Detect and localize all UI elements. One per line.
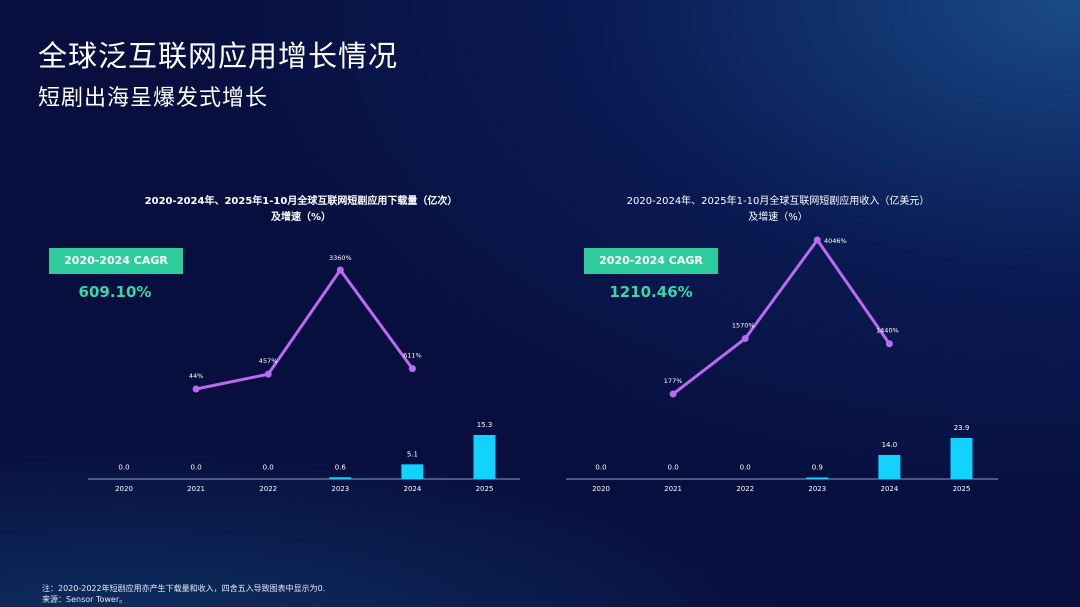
revenue-tick-2024: 2024 <box>880 485 898 493</box>
downloads-growth-point-2024 <box>408 365 416 373</box>
revenue-chart-title-line1: 2020-2024年、2025年1-10月全球互联网短剧应用收入（亿美元） <box>626 196 930 207</box>
revenue-bar-label-2025: 23.9 <box>954 424 970 432</box>
downloads-growth-label-2021: 44% <box>189 372 203 380</box>
downloads-growth-point-2023 <box>336 266 344 274</box>
downloads-tick-2025: 2025 <box>476 485 494 493</box>
downloads-cagr-value: 609.10% <box>78 283 152 301</box>
downloads-growth-point-2021 <box>192 385 200 393</box>
page-title: 全球泛互联网应用增长情况 <box>38 39 399 73</box>
downloads-growth-label-2022: 457% <box>259 357 278 365</box>
revenue-growth-point-2024 <box>885 340 893 348</box>
revenue-bar-2025 <box>950 438 973 479</box>
page-subtitle: 短剧出海呈爆发式增长 <box>38 86 269 111</box>
downloads-cagr-badge: 2020-2024 CAGR <box>49 248 183 274</box>
revenue-growth-point-2021 <box>669 390 677 398</box>
revenue-growth-label-2024: 1440% <box>876 327 899 335</box>
downloads-bar-label-2025: 15.3 <box>477 421 493 429</box>
revenue-bar-label-2023: 0.9 <box>812 463 823 471</box>
downloads-growth-label-2023: 3360% <box>329 254 352 262</box>
downloads-growth-line <box>195 268 414 391</box>
revenue-growth-point-2023 <box>813 236 821 244</box>
downloads-chart-title-line1: 2020-2024年、2025年1-10月全球互联网短剧应用下载量（亿次） <box>144 196 458 207</box>
revenue-chart-title: 2020-2024年、2025年1-10月全球互联网短剧应用收入（亿美元） 及增… <box>598 194 958 226</box>
revenue-cagr-badge: 2020-2024 CAGR <box>584 248 718 274</box>
downloads-bar-label-2020: 0.0 <box>118 464 129 472</box>
revenue-growth-label-2023: 4046% <box>824 237 847 245</box>
revenue-growth-point-2022 <box>741 335 749 343</box>
downloads-chart-title: 2020-2024年、2025年1-10月全球互联网短剧应用下载量（亿次） 及增… <box>121 194 481 226</box>
revenue-tick-2021: 2021 <box>664 485 682 493</box>
downloads-bar-2025 <box>473 435 496 479</box>
downloads-chart-title-line2: 及增速（%） <box>270 212 332 223</box>
downloads-bar-2023 <box>329 477 352 479</box>
revenue-bar-label-2021: 0.0 <box>668 464 679 472</box>
revenue-growth-label-2022: 1570% <box>732 322 755 330</box>
downloads-bar-label-2023: 0.6 <box>335 463 347 471</box>
downloads-growth-point-2022 <box>264 370 272 378</box>
downloads-bar-label-2021: 0.0 <box>191 464 202 472</box>
downloads-tick-2023: 2023 <box>331 485 349 493</box>
revenue-bar-label-2024: 14.0 <box>882 441 898 449</box>
downloads-tick-2020: 2020 <box>115 485 133 493</box>
revenue-tick-2020: 2020 <box>592 485 610 493</box>
downloads-tick-2022: 2022 <box>259 485 277 493</box>
revenue-bar-2023 <box>806 477 829 479</box>
downloads-tick-2024: 2024 <box>403 485 421 493</box>
downloads-bar-2024 <box>401 464 424 479</box>
downloads-growth-label-2024: 611% <box>403 352 422 360</box>
revenue-cagr-value: 1210.46% <box>609 283 693 301</box>
revenue-growth-label-2021: 177% <box>664 377 683 385</box>
downloads-tick-2021: 2021 <box>187 485 205 493</box>
revenue-growth-line <box>672 238 891 396</box>
downloads-bar-label-2024: 5.1 <box>407 450 418 458</box>
revenue-chart-title-line2: 及增速（%） <box>748 212 808 223</box>
revenue-bar-label-2020: 0.0 <box>595 464 606 472</box>
footer-note: 注：2020-2022年短剧应用亦产生下载量和收入，四舍五入导致图表中显示为0. <box>42 584 326 593</box>
revenue-tick-2023: 2023 <box>808 485 826 493</box>
revenue-tick-2025: 2025 <box>953 485 971 493</box>
footer-source: 来源：Sensor Tower。 <box>42 595 128 604</box>
revenue-tick-2022: 2022 <box>736 485 754 493</box>
revenue-bar-2024 <box>878 454 901 479</box>
downloads-bar-label-2022: 0.0 <box>263 464 274 472</box>
revenue-bar-label-2022: 0.0 <box>740 464 751 472</box>
